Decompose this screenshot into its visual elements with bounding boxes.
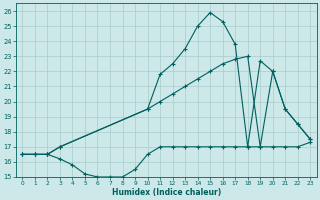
- X-axis label: Humidex (Indice chaleur): Humidex (Indice chaleur): [112, 188, 221, 197]
